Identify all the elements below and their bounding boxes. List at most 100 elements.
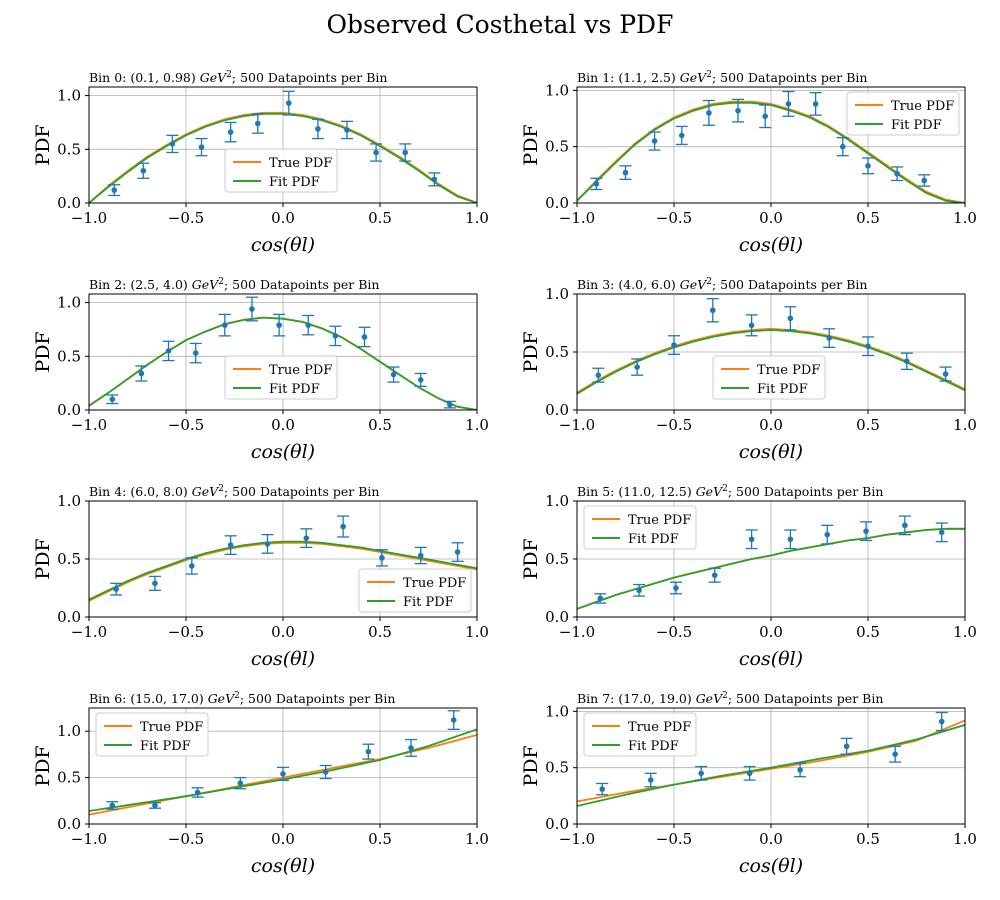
fit-pdf-line bbox=[89, 113, 477, 203]
data-marker bbox=[824, 531, 831, 538]
data-point bbox=[108, 184, 121, 197]
data-point bbox=[362, 743, 375, 760]
subplot-title: Bin 6: (15.0, 17.0) GeV2; 500 Datapoints… bbox=[89, 691, 395, 706]
data-marker bbox=[402, 149, 409, 156]
x-tick-label: 0.0 bbox=[271, 830, 295, 848]
subplot-5: −1.0 −0.5 0.0 0.5 1.0 0.0 0.5 1.0 Bin 5: (11.0, … bbox=[520, 484, 977, 670]
data-point bbox=[809, 91, 822, 116]
x-axis-label: cos(θl) bbox=[739, 648, 803, 670]
x-tick-label: 1.0 bbox=[465, 830, 489, 848]
data-marker bbox=[785, 101, 792, 107]
x-axis-label: cos(θl) bbox=[251, 855, 315, 877]
y-axis-label: PDF bbox=[32, 331, 54, 372]
data-point bbox=[784, 306, 797, 331]
data-marker bbox=[454, 549, 461, 555]
fit-pdf-line bbox=[577, 527, 965, 610]
data-point bbox=[695, 765, 708, 781]
y-tick-label: 0.5 bbox=[545, 343, 569, 361]
data-marker bbox=[169, 141, 176, 147]
data-point bbox=[428, 172, 441, 187]
y-tick-label: 0.5 bbox=[57, 769, 81, 787]
x-tick-label: −0.5 bbox=[168, 623, 204, 641]
y-tick-label: 0.0 bbox=[57, 401, 81, 419]
subplot-6: −1.0 −0.5 0.0 0.5 1.0 0.0 0.5 1.0 Bin 6: (15.0, … bbox=[32, 691, 489, 877]
data-marker bbox=[673, 585, 679, 591]
data-marker bbox=[647, 777, 654, 783]
data-point bbox=[633, 583, 646, 597]
data-marker bbox=[227, 542, 234, 548]
x-tick-label: 0.5 bbox=[368, 416, 392, 434]
data-point bbox=[329, 325, 342, 347]
y-tick-label: 0.5 bbox=[57, 347, 81, 365]
data-point bbox=[935, 522, 948, 543]
data-point bbox=[935, 711, 948, 732]
data-point bbox=[300, 528, 313, 549]
legend-label: True PDF bbox=[269, 363, 332, 378]
y-axis-label: PDF bbox=[520, 745, 542, 786]
subplot-title: Bin 1: (1.1, 2.5) GeV2; 500 Datapoints p… bbox=[577, 70, 867, 85]
data-marker bbox=[942, 371, 949, 377]
y-axis-label: PDF bbox=[520, 124, 542, 165]
subplot-title: Bin 2: (2.5, 4.0) GeV2; 500 Datapoints p… bbox=[89, 277, 379, 292]
data-marker bbox=[863, 528, 869, 534]
legend-label: Fit PDF bbox=[757, 382, 808, 397]
legend: True PDF Fit PDF bbox=[224, 355, 338, 400]
data-marker bbox=[843, 743, 850, 750]
data-marker bbox=[417, 552, 424, 559]
data-marker bbox=[748, 322, 755, 329]
data-marker bbox=[651, 138, 658, 144]
data-point bbox=[302, 314, 315, 336]
true-pdf-line bbox=[577, 719, 965, 803]
data-point bbox=[341, 120, 354, 140]
x-tick-label: −1.0 bbox=[559, 209, 595, 227]
data-marker bbox=[865, 163, 871, 169]
x-tick-label: 1.0 bbox=[953, 830, 977, 848]
data-marker bbox=[165, 348, 172, 354]
legend: True PDF Fit PDF bbox=[358, 568, 472, 613]
legend-label: True PDF bbox=[891, 99, 954, 114]
data-marker bbox=[305, 322, 312, 328]
legend: True PDF Fit PDF bbox=[846, 91, 960, 136]
data-marker bbox=[812, 101, 819, 107]
legend: True PDF Fit PDF bbox=[583, 505, 697, 550]
data-marker bbox=[921, 177, 928, 184]
data-marker bbox=[286, 100, 292, 106]
data-marker bbox=[237, 780, 244, 786]
data-point bbox=[862, 157, 874, 175]
legend-label: Fit PDF bbox=[628, 532, 679, 547]
data-marker bbox=[390, 371, 397, 378]
data-marker bbox=[276, 322, 282, 328]
y-tick-label: 1.0 bbox=[57, 87, 81, 105]
data-marker bbox=[111, 187, 118, 193]
data-point bbox=[708, 567, 721, 583]
fit-pdf-line bbox=[577, 329, 965, 395]
data-marker bbox=[140, 167, 147, 174]
y-axis-label: PDF bbox=[520, 331, 542, 372]
y-tick-label: 0.5 bbox=[545, 759, 569, 777]
data-point bbox=[189, 342, 202, 364]
data-marker bbox=[344, 127, 350, 133]
true-pdf-line bbox=[89, 541, 477, 602]
data-point bbox=[745, 314, 758, 337]
legend-label: True PDF bbox=[140, 720, 203, 735]
x-tick-label: −0.5 bbox=[656, 830, 692, 848]
x-tick-label: 1.0 bbox=[953, 416, 977, 434]
x-tick-label: 0.0 bbox=[271, 623, 295, 641]
y-tick-label: 0.0 bbox=[545, 401, 569, 419]
x-tick-label: 1.0 bbox=[465, 209, 489, 227]
data-point bbox=[234, 776, 247, 790]
data-marker bbox=[249, 306, 255, 312]
data-marker bbox=[636, 587, 642, 594]
data-marker bbox=[109, 396, 116, 403]
data-marker bbox=[593, 181, 600, 187]
x-tick-label: −0.5 bbox=[656, 623, 692, 641]
data-marker bbox=[447, 401, 453, 408]
data-point bbox=[358, 326, 371, 348]
data-point bbox=[784, 529, 797, 550]
data-point bbox=[375, 549, 388, 567]
data-point bbox=[414, 372, 427, 388]
x-tick-label: 0.5 bbox=[368, 830, 392, 848]
data-marker bbox=[450, 717, 457, 723]
y-axis-label: PDF bbox=[520, 538, 542, 579]
data-point bbox=[794, 762, 807, 778]
